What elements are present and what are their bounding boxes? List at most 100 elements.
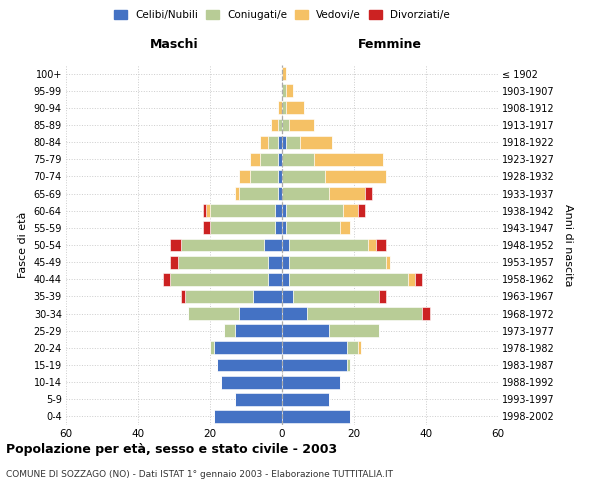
Bar	[206, 204, 210, 217]
Bar	[210, 222, 275, 234]
Bar	[343, 204, 358, 217]
Bar	[329, 324, 379, 337]
Bar	[329, 187, 365, 200]
Bar	[347, 358, 350, 372]
Bar	[235, 393, 282, 406]
Bar	[203, 204, 206, 217]
Bar	[214, 410, 282, 423]
Bar	[289, 238, 368, 252]
Bar	[181, 238, 264, 252]
Bar	[307, 307, 422, 320]
Bar	[289, 256, 386, 268]
Bar	[358, 204, 365, 217]
Bar	[275, 204, 282, 217]
Bar	[268, 256, 282, 268]
Bar	[376, 238, 386, 252]
Bar	[239, 170, 250, 183]
Bar	[408, 273, 415, 285]
Bar	[282, 153, 314, 166]
Bar	[185, 290, 253, 303]
Bar	[289, 273, 408, 285]
Bar	[282, 238, 289, 252]
Bar	[282, 84, 286, 97]
Bar	[282, 222, 286, 234]
Bar	[239, 307, 282, 320]
Bar	[217, 358, 282, 372]
Bar	[278, 153, 282, 166]
Bar	[250, 153, 260, 166]
Bar	[210, 204, 275, 217]
Bar	[235, 187, 239, 200]
Bar	[340, 222, 350, 234]
Bar	[286, 222, 340, 234]
Text: Popolazione per età, sesso e stato civile - 2003: Popolazione per età, sesso e stato civil…	[6, 442, 337, 456]
Text: COMUNE DI SOZZAGO (NO) - Dati ISTAT 1° gennaio 2003 - Elaborazione TUTTITALIA.IT: COMUNE DI SOZZAGO (NO) - Dati ISTAT 1° g…	[6, 470, 393, 479]
Bar	[365, 187, 372, 200]
Bar	[282, 136, 286, 148]
Bar	[282, 67, 286, 80]
Bar	[264, 238, 282, 252]
Bar	[163, 273, 170, 285]
Bar	[235, 324, 282, 337]
Bar	[386, 256, 390, 268]
Bar	[282, 324, 329, 337]
Bar	[260, 136, 268, 148]
Bar	[278, 136, 282, 148]
Bar	[286, 136, 300, 148]
Bar	[314, 153, 383, 166]
Bar	[282, 273, 289, 285]
Bar	[181, 290, 185, 303]
Bar	[282, 342, 347, 354]
Bar	[358, 342, 361, 354]
Bar	[325, 170, 386, 183]
Bar	[253, 290, 282, 303]
Bar	[286, 102, 304, 114]
Bar	[278, 118, 282, 132]
Bar	[282, 358, 347, 372]
Bar	[289, 118, 314, 132]
Bar	[422, 307, 430, 320]
Bar	[170, 273, 268, 285]
Bar	[239, 187, 278, 200]
Bar	[415, 273, 422, 285]
Bar	[275, 222, 282, 234]
Bar	[368, 238, 376, 252]
Bar	[293, 290, 379, 303]
Bar	[282, 118, 289, 132]
Bar	[300, 136, 332, 148]
Bar	[282, 307, 307, 320]
Bar	[282, 170, 325, 183]
Bar	[268, 136, 278, 148]
Bar	[271, 118, 278, 132]
Bar	[379, 290, 386, 303]
Bar	[347, 342, 358, 354]
Bar	[282, 102, 286, 114]
Legend: Celibi/Nubili, Coniugati/e, Vedovi/e, Divorziati/e: Celibi/Nubili, Coniugati/e, Vedovi/e, Di…	[114, 10, 450, 20]
Bar	[282, 410, 350, 423]
Bar	[178, 256, 268, 268]
Bar	[170, 238, 181, 252]
Bar	[260, 153, 278, 166]
Bar	[282, 256, 289, 268]
Bar	[221, 376, 282, 388]
Bar	[282, 290, 293, 303]
Y-axis label: Fasce di età: Fasce di età	[18, 212, 28, 278]
Bar	[282, 376, 340, 388]
Bar	[268, 273, 282, 285]
Bar	[286, 204, 343, 217]
Bar	[282, 187, 329, 200]
Bar	[210, 342, 214, 354]
Bar	[282, 393, 329, 406]
Bar	[203, 222, 210, 234]
Y-axis label: Anni di nascita: Anni di nascita	[563, 204, 574, 286]
Bar	[188, 307, 239, 320]
Bar	[170, 256, 178, 268]
Bar	[278, 102, 282, 114]
Text: Maschi: Maschi	[149, 38, 199, 52]
Bar	[286, 84, 293, 97]
Bar	[282, 204, 286, 217]
Bar	[224, 324, 235, 337]
Bar	[250, 170, 278, 183]
Bar	[278, 170, 282, 183]
Bar	[214, 342, 282, 354]
